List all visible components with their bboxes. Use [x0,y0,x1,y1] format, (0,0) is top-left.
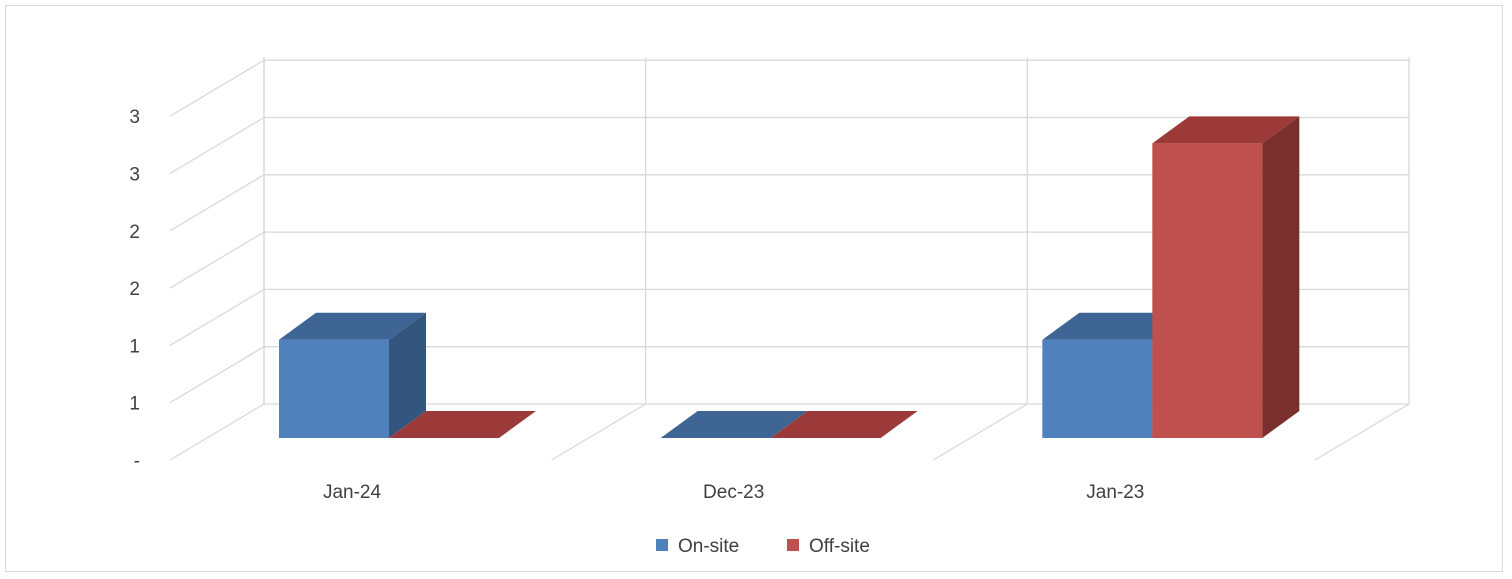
bar-front-on-site [279,339,389,438]
floor-divider-gridline [933,403,1028,461]
side-wall-gridline [169,288,265,346]
bar-top-off-site [389,411,536,438]
side-wall-gridline [169,174,265,232]
side-wall-gridline [169,403,265,461]
legend-swatch-off-site [787,539,799,551]
x-category-label: Jan-24 [323,482,382,503]
bar-top-on-site [279,312,426,340]
legend-swatch-on-site [656,539,668,551]
bar-side-on-site [389,312,426,438]
y-tick-label: 1 [129,336,140,357]
bar-front-on-site [1042,339,1153,438]
side-wall-gridline [169,231,265,289]
x-category-label: Dec-23 [703,482,764,503]
y-tick-label: - [134,451,140,472]
bar-top-on-site [660,411,808,438]
floor-divider-gridline [1314,403,1410,461]
side-wall-gridline [169,346,265,404]
side-wall-gridline [169,59,265,117]
y-tick-label: 3 [129,165,140,186]
y-tick-label: 3 [129,107,140,128]
legend-label-on-site: On-site [678,536,739,557]
y-tick-label: 1 [129,394,140,415]
bar-front-off-site [1152,143,1263,439]
bar-top-off-site [770,411,918,438]
legend-label-off-site: Off-site [809,536,870,557]
y-tick-label: 2 [129,279,140,300]
floor-divider-gridline [551,403,646,461]
x-category-label: Jan-23 [1086,482,1144,503]
bar-side-off-site [1262,116,1300,439]
bar-top-off-site [1152,116,1300,144]
side-wall-gridline [169,116,265,175]
y-tick-label: 2 [129,222,140,243]
